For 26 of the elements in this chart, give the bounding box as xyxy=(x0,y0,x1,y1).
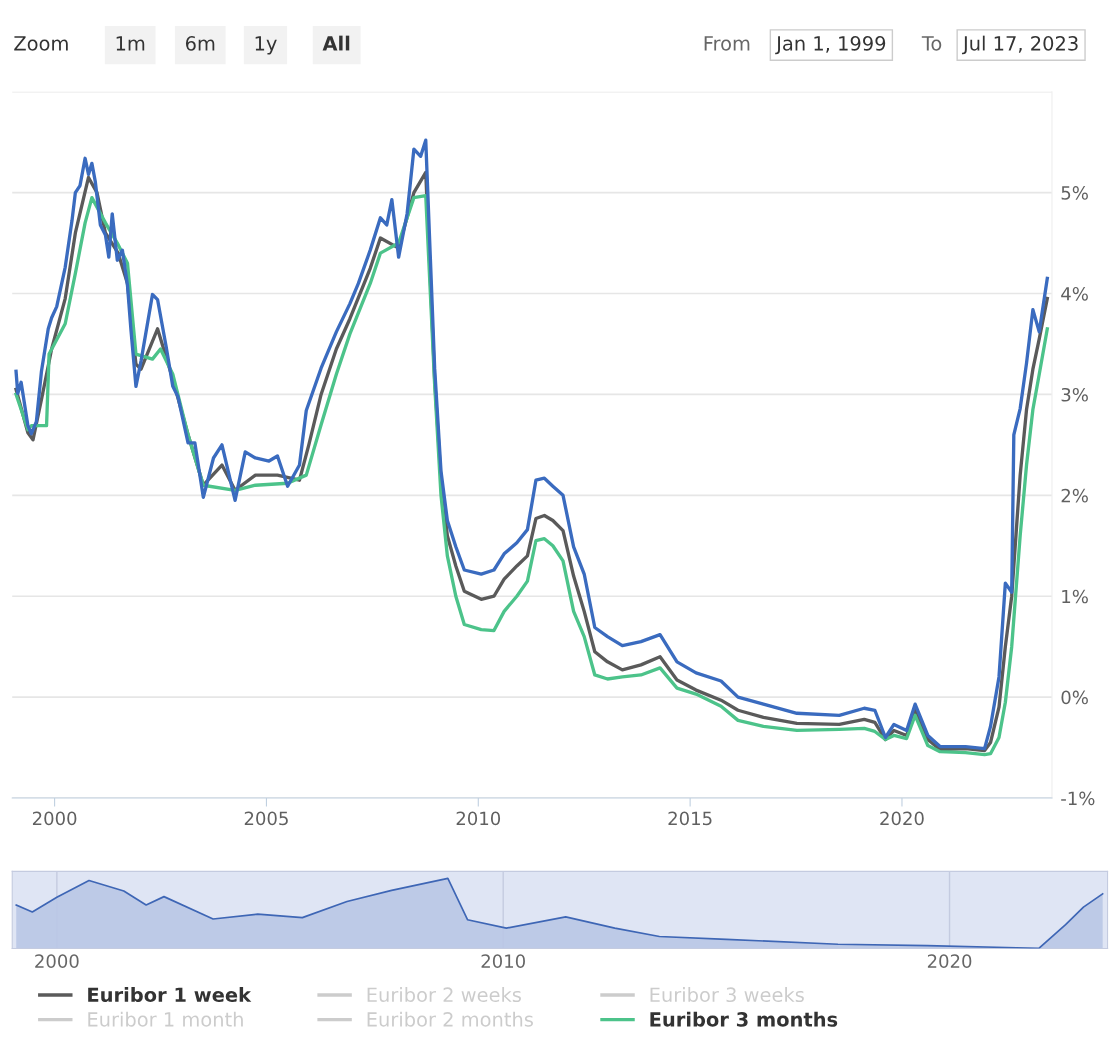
legend-label: Euribor 3 months xyxy=(650,1011,838,1027)
y-tick-label: 3% xyxy=(1061,387,1088,402)
x-tick-label: 2000 xyxy=(32,811,77,826)
x-tick-label: 2015 xyxy=(668,811,712,826)
text: 1y xyxy=(255,36,277,55)
x-tick-label: 2010 xyxy=(481,954,525,968)
x-tick-label: 2020 xyxy=(880,811,924,826)
text: To xyxy=(921,36,942,51)
x-tick-label: 2005 xyxy=(244,811,288,826)
y-tick-label: 1% xyxy=(1062,589,1088,604)
text: Jan 1, 1999 xyxy=(775,36,886,55)
text: All xyxy=(322,35,350,51)
y-tick-label: 0% xyxy=(1061,690,1088,705)
y-tick-label: 2% xyxy=(1061,488,1088,503)
y-tick-label: -1% xyxy=(1061,791,1095,806)
legend-label: Euribor 1 week xyxy=(88,987,252,1003)
y-tick-label: 5% xyxy=(1061,186,1088,200)
x-tick-label: 2000 xyxy=(35,954,79,968)
x-tick-label: 2020 xyxy=(927,954,972,968)
text: 1m xyxy=(116,36,145,51)
x-tick-label: 2010 xyxy=(456,811,501,826)
y-tick-label: 4% xyxy=(1061,286,1088,301)
text: Zoom xyxy=(14,36,68,51)
text: From xyxy=(704,36,750,51)
text: 6m xyxy=(185,36,215,51)
text: Jul 17, 2023 xyxy=(961,35,1078,55)
